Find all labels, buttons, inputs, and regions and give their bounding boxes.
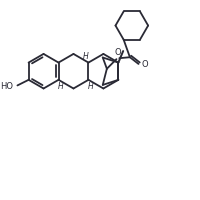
Text: O: O xyxy=(114,48,121,57)
Text: HO: HO xyxy=(1,82,14,91)
Text: H: H xyxy=(87,82,93,91)
Text: H: H xyxy=(58,82,63,91)
Text: O: O xyxy=(141,60,148,69)
Text: H: H xyxy=(83,52,88,61)
